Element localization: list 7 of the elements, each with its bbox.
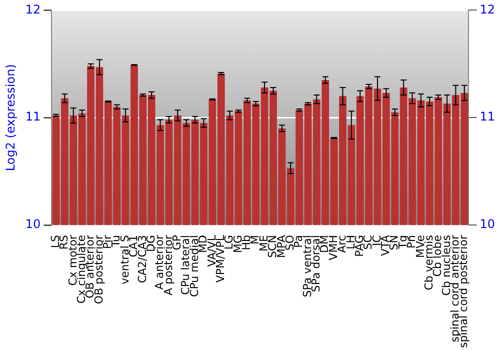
y-tick-label: 10 [25,217,41,232]
y-axis-title: Log2 (expression) [3,64,18,172]
y-tick-label: 11 [25,110,41,124]
y-tick-label: 12 [25,2,41,16]
y2-tick-label: 10 [480,217,496,232]
y2-tick-label: 11 [480,110,496,124]
y2-tick-label: 12 [480,2,496,16]
